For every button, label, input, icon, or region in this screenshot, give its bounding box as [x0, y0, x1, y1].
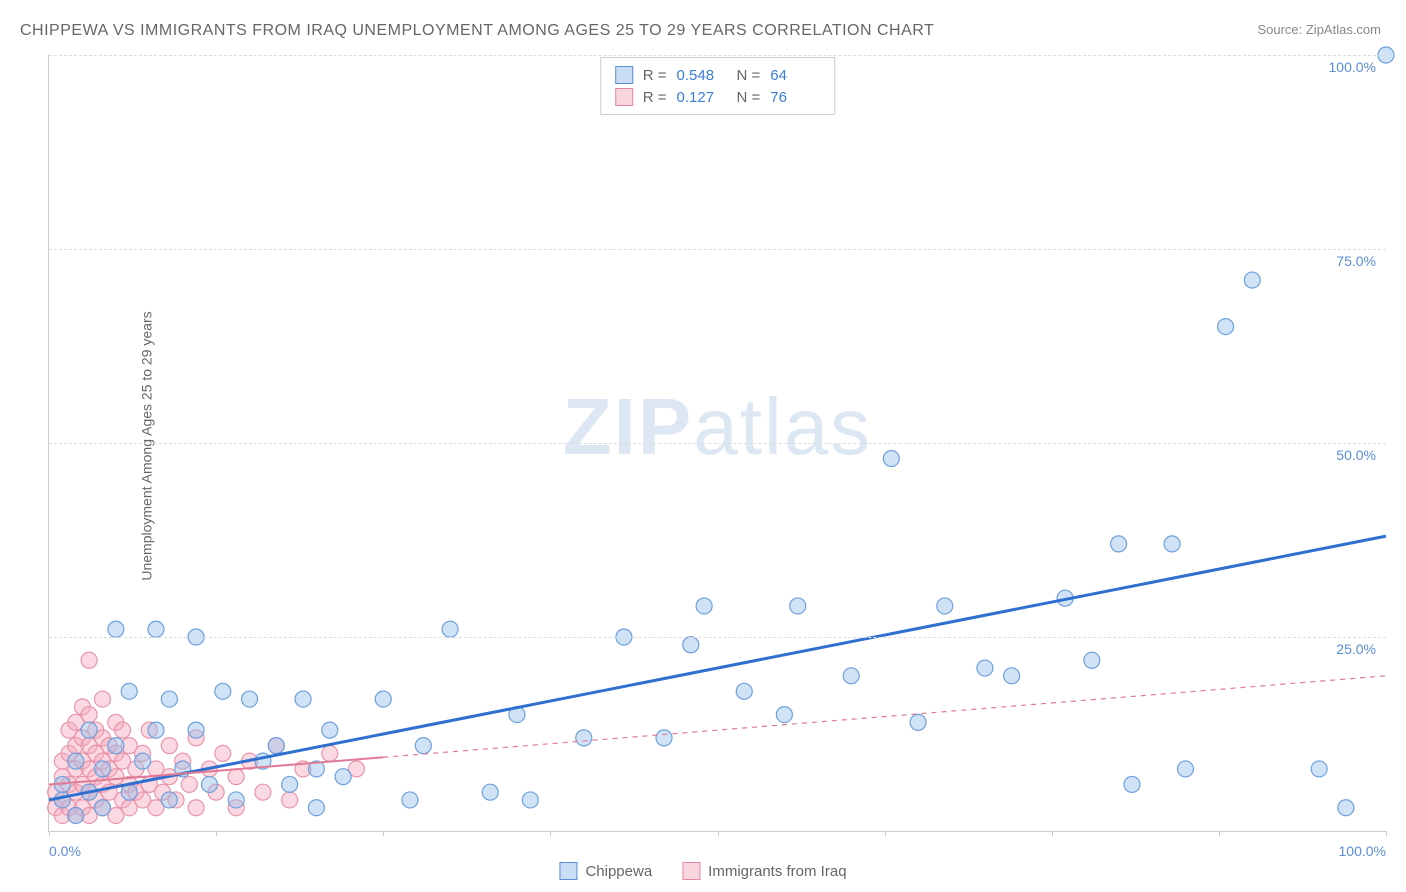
scatter-point [81, 707, 97, 723]
scatter-point [108, 738, 124, 754]
scatter-point [736, 683, 752, 699]
scatter-point [215, 745, 231, 761]
x-tick-label: 0.0% [49, 843, 81, 859]
scatter-point [268, 738, 284, 754]
scatter-point [135, 753, 151, 769]
x-tick [885, 831, 886, 836]
scatter-point [1244, 272, 1260, 288]
scatter-point [54, 792, 70, 808]
scatter-point [188, 800, 204, 816]
scatter-point [843, 668, 859, 684]
scatter-point [242, 691, 258, 707]
plot-area: ZIPatlas R = 0.548 N = 64 R = 0.127 N = … [48, 55, 1386, 832]
x-tick [1052, 831, 1053, 836]
legend-item-iraq: Immigrants from Iraq [682, 862, 846, 880]
scatter-point [215, 683, 231, 699]
scatter-point [295, 691, 311, 707]
scatter-point [937, 598, 953, 614]
source-attribution: Source: ZipAtlas.com [1257, 22, 1381, 37]
x-tick [1219, 831, 1220, 836]
scatter-point [656, 730, 672, 746]
scatter-point [1177, 761, 1193, 777]
bottom-legend: Chippewa Immigrants from Iraq [559, 862, 846, 880]
x-tick [49, 831, 50, 836]
y-tick-label: 25.0% [1336, 641, 1376, 657]
scatter-point [696, 598, 712, 614]
scatter-point [94, 691, 110, 707]
scatter-point [282, 792, 298, 808]
scatter-point [228, 769, 244, 785]
scatter-point [282, 776, 298, 792]
scatter-point [94, 800, 110, 816]
scatter-point [683, 637, 699, 653]
scatter-point [910, 714, 926, 730]
scatter-point [1124, 776, 1140, 792]
scatter-point [308, 800, 324, 816]
legend-swatch-pink [682, 862, 700, 880]
scatter-point [1338, 800, 1354, 816]
scatter-point [121, 683, 137, 699]
x-tick [1386, 831, 1387, 836]
scatter-point [1164, 536, 1180, 552]
scatter-point [482, 784, 498, 800]
scatter-point [115, 722, 131, 738]
scatter-point [228, 792, 244, 808]
legend-label: Immigrants from Iraq [708, 863, 846, 880]
scatter-point [161, 691, 177, 707]
scatter-point [402, 792, 418, 808]
scatter-point [148, 621, 164, 637]
trend-line-dashed [383, 676, 1386, 757]
scatter-point [375, 691, 391, 707]
scatter-point [161, 738, 177, 754]
scatter-point [790, 598, 806, 614]
x-tick-label: 100.0% [1339, 843, 1386, 859]
legend-label: Chippewa [585, 863, 652, 880]
source-prefix: Source: [1257, 22, 1305, 37]
scatter-point [1084, 652, 1100, 668]
scatter-point [522, 792, 538, 808]
scatter-point [322, 745, 338, 761]
legend-swatch-blue [559, 862, 577, 880]
y-tick-label: 100.0% [1329, 59, 1376, 75]
scatter-point [255, 784, 271, 800]
scatter-point [1311, 761, 1327, 777]
gridline [49, 55, 1386, 56]
x-tick [718, 831, 719, 836]
scatter-point [68, 807, 84, 823]
gridline [49, 249, 1386, 250]
x-tick [216, 831, 217, 836]
y-tick-label: 50.0% [1336, 447, 1376, 463]
scatter-point [415, 738, 431, 754]
x-tick [383, 831, 384, 836]
scatter-point [322, 722, 338, 738]
scatter-point [181, 776, 197, 792]
gridline [49, 637, 1386, 638]
legend-item-chippewa: Chippewa [559, 862, 652, 880]
scatter-point [576, 730, 592, 746]
chart-title: CHIPPEWA VS IMMIGRANTS FROM IRAQ UNEMPLO… [20, 22, 934, 40]
scatter-point [1004, 668, 1020, 684]
scatter-point [335, 769, 351, 785]
source-link[interactable]: ZipAtlas.com [1306, 22, 1381, 37]
scatter-point [442, 621, 458, 637]
scatter-point [776, 707, 792, 723]
scatter-point [81, 652, 97, 668]
scatter-point [977, 660, 993, 676]
scatter-point [81, 722, 97, 738]
scatter-point [68, 753, 84, 769]
scatter-point [1111, 536, 1127, 552]
scatter-point [94, 761, 110, 777]
scatter-point [188, 722, 204, 738]
gridline [49, 443, 1386, 444]
scatter-point [148, 722, 164, 738]
x-tick [550, 831, 551, 836]
scatter-point [201, 776, 217, 792]
scatter-point [108, 621, 124, 637]
scatter-point [883, 451, 899, 467]
scatter-point [1218, 319, 1234, 335]
scatter-point [161, 792, 177, 808]
y-tick-label: 75.0% [1336, 253, 1376, 269]
